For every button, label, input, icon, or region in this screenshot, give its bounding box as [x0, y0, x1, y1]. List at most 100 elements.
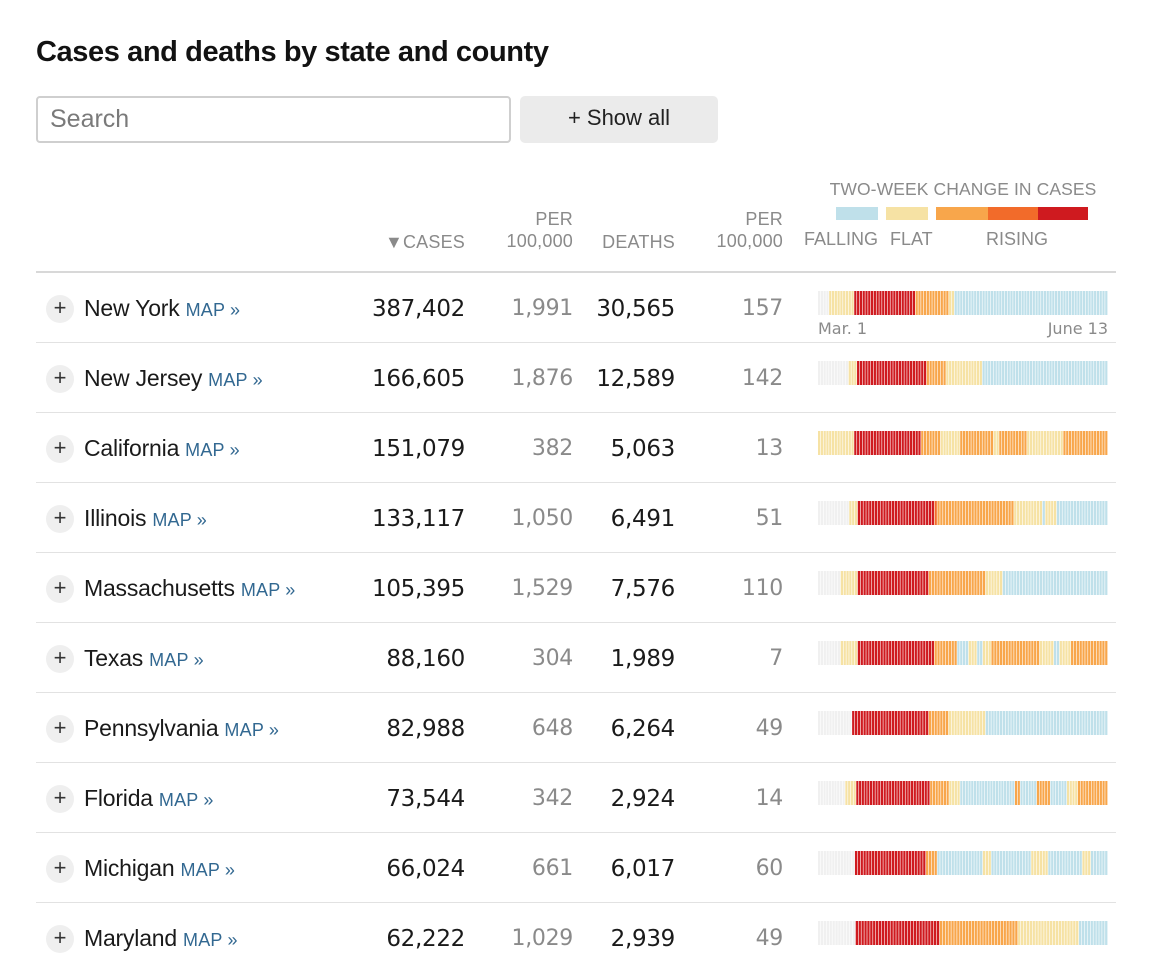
- trend-day-bar: [1073, 921, 1076, 945]
- trend-day-bar: [948, 571, 952, 595]
- cases-value: 73,544: [386, 786, 465, 812]
- trend-day-bar: [1102, 501, 1105, 525]
- trend-day-bar: [870, 921, 873, 945]
- expand-button[interactable]: +: [46, 505, 74, 533]
- trend-day-bar: [1052, 291, 1055, 315]
- trend-day-bar: [985, 571, 988, 595]
- trend-day-bar: [917, 501, 920, 525]
- trend-day-bar: [1032, 291, 1035, 315]
- trend-day-bar: [876, 921, 879, 945]
- trend-day-bar: [1029, 431, 1033, 455]
- expand-button[interactable]: +: [46, 295, 74, 323]
- trend-day-bar: [1074, 361, 1077, 385]
- expand-button[interactable]: +: [46, 645, 74, 673]
- trend-day-bar: [1071, 431, 1074, 455]
- trend-day-bar: [1099, 431, 1102, 455]
- trend-day-bar: [936, 921, 940, 945]
- trend-day-bar: [874, 711, 878, 735]
- trend-day-bar: [857, 641, 861, 665]
- trend-day-bar: [937, 641, 940, 665]
- expand-button[interactable]: +: [46, 715, 74, 743]
- trend-day-bar: [943, 501, 946, 525]
- trend-day-bar: [1085, 641, 1088, 665]
- map-link[interactable]: MAP »: [158, 790, 214, 810]
- legend-rising-label: RISING: [986, 229, 1049, 249]
- search-input[interactable]: [36, 96, 511, 143]
- trend-sparkline: [818, 921, 1108, 945]
- legend-rising-swatch-1: [936, 207, 988, 220]
- map-link[interactable]: MAP »: [224, 720, 280, 740]
- trend-day-bar: [1028, 851, 1031, 875]
- trend-day-bar: [988, 571, 991, 595]
- trend-day-bar: [891, 711, 895, 735]
- trend-day-bar: [1012, 921, 1015, 945]
- trend-day-bar: [954, 291, 957, 315]
- trend-day-bar: [1021, 361, 1024, 385]
- trend-day-bar: [996, 361, 999, 385]
- map-link[interactable]: MAP »: [185, 300, 241, 320]
- map-link[interactable]: MAP »: [183, 930, 238, 950]
- trend-day-bar: [826, 361, 829, 385]
- trend-day-bar: [1093, 641, 1097, 665]
- trend-day-bar: [835, 711, 838, 735]
- trend-day-bar: [1023, 781, 1026, 805]
- trend-day-bar: [963, 851, 966, 875]
- trend-day-bar: [957, 851, 960, 875]
- trend-day-bar: [1085, 431, 1088, 455]
- trend-day-bar: [889, 501, 892, 525]
- trend-day-bar: [982, 291, 985, 315]
- trend-day-bar: [1034, 711, 1037, 735]
- expand-button[interactable]: +: [46, 435, 74, 463]
- trend-day-bar: [908, 781, 911, 805]
- trend-day-bar: [920, 641, 923, 665]
- trend-day-bar: [860, 501, 863, 525]
- trend-day-bar: [1017, 851, 1020, 875]
- expand-button[interactable]: +: [46, 855, 74, 883]
- trend-day-bar: [865, 431, 868, 455]
- trend-day-bar: [999, 851, 1003, 875]
- trend-day-bar: [968, 921, 972, 945]
- trend-day-bar: [1008, 851, 1011, 875]
- expand-button[interactable]: +: [46, 785, 74, 813]
- trend-day-bar: [977, 571, 980, 595]
- state-name: New York MAP »: [84, 295, 240, 322]
- trend-day-bar: [818, 711, 821, 735]
- show-all-button[interactable]: + Show all: [520, 96, 718, 143]
- map-link[interactable]: MAP »: [180, 860, 236, 880]
- map-link[interactable]: MAP »: [240, 580, 296, 600]
- header-divider: [36, 271, 1116, 273]
- trend-day-bar: [1007, 431, 1010, 455]
- trend-day-bar: [926, 291, 929, 315]
- map-link[interactable]: MAP »: [208, 370, 263, 390]
- trend-day-bar: [974, 921, 977, 945]
- cases-column-header[interactable]: ▼CASES: [384, 232, 465, 252]
- trend-day-bar: [912, 361, 915, 385]
- trend-day-bar: [939, 921, 943, 945]
- map-link[interactable]: MAP »: [152, 510, 208, 530]
- trend-day-bar: [1076, 711, 1079, 735]
- trend-day-bar: [903, 711, 906, 735]
- expand-button[interactable]: +: [46, 365, 74, 393]
- deaths-column-header[interactable]: DEATHS: [602, 232, 675, 252]
- trend-day-bar: [859, 291, 863, 315]
- trend-day-bar: [1088, 571, 1091, 595]
- trend-day-bar: [974, 291, 977, 315]
- trend-day-bar: [880, 571, 883, 595]
- trend-day-bar: [1025, 641, 1028, 665]
- expand-button[interactable]: +: [46, 575, 74, 603]
- map-link[interactable]: MAP »: [185, 440, 240, 460]
- trend-day-bar: [954, 361, 957, 385]
- trend-day-bar: [1065, 851, 1068, 875]
- trend-day-bar: [923, 571, 926, 595]
- trend-day-bar: [1041, 431, 1044, 455]
- trend-day-bar: [848, 781, 851, 805]
- expand-button[interactable]: +: [46, 925, 74, 953]
- trend-day-bar: [1026, 921, 1030, 945]
- trend-day-bar: [829, 851, 832, 875]
- trend-day-bar: [1055, 361, 1058, 385]
- trend-day-bar: [843, 291, 846, 315]
- trend-day-bar: [960, 501, 963, 525]
- trend-day-bar: [1017, 571, 1020, 595]
- trend-day-bar: [1042, 851, 1045, 875]
- map-link[interactable]: MAP »: [149, 650, 204, 670]
